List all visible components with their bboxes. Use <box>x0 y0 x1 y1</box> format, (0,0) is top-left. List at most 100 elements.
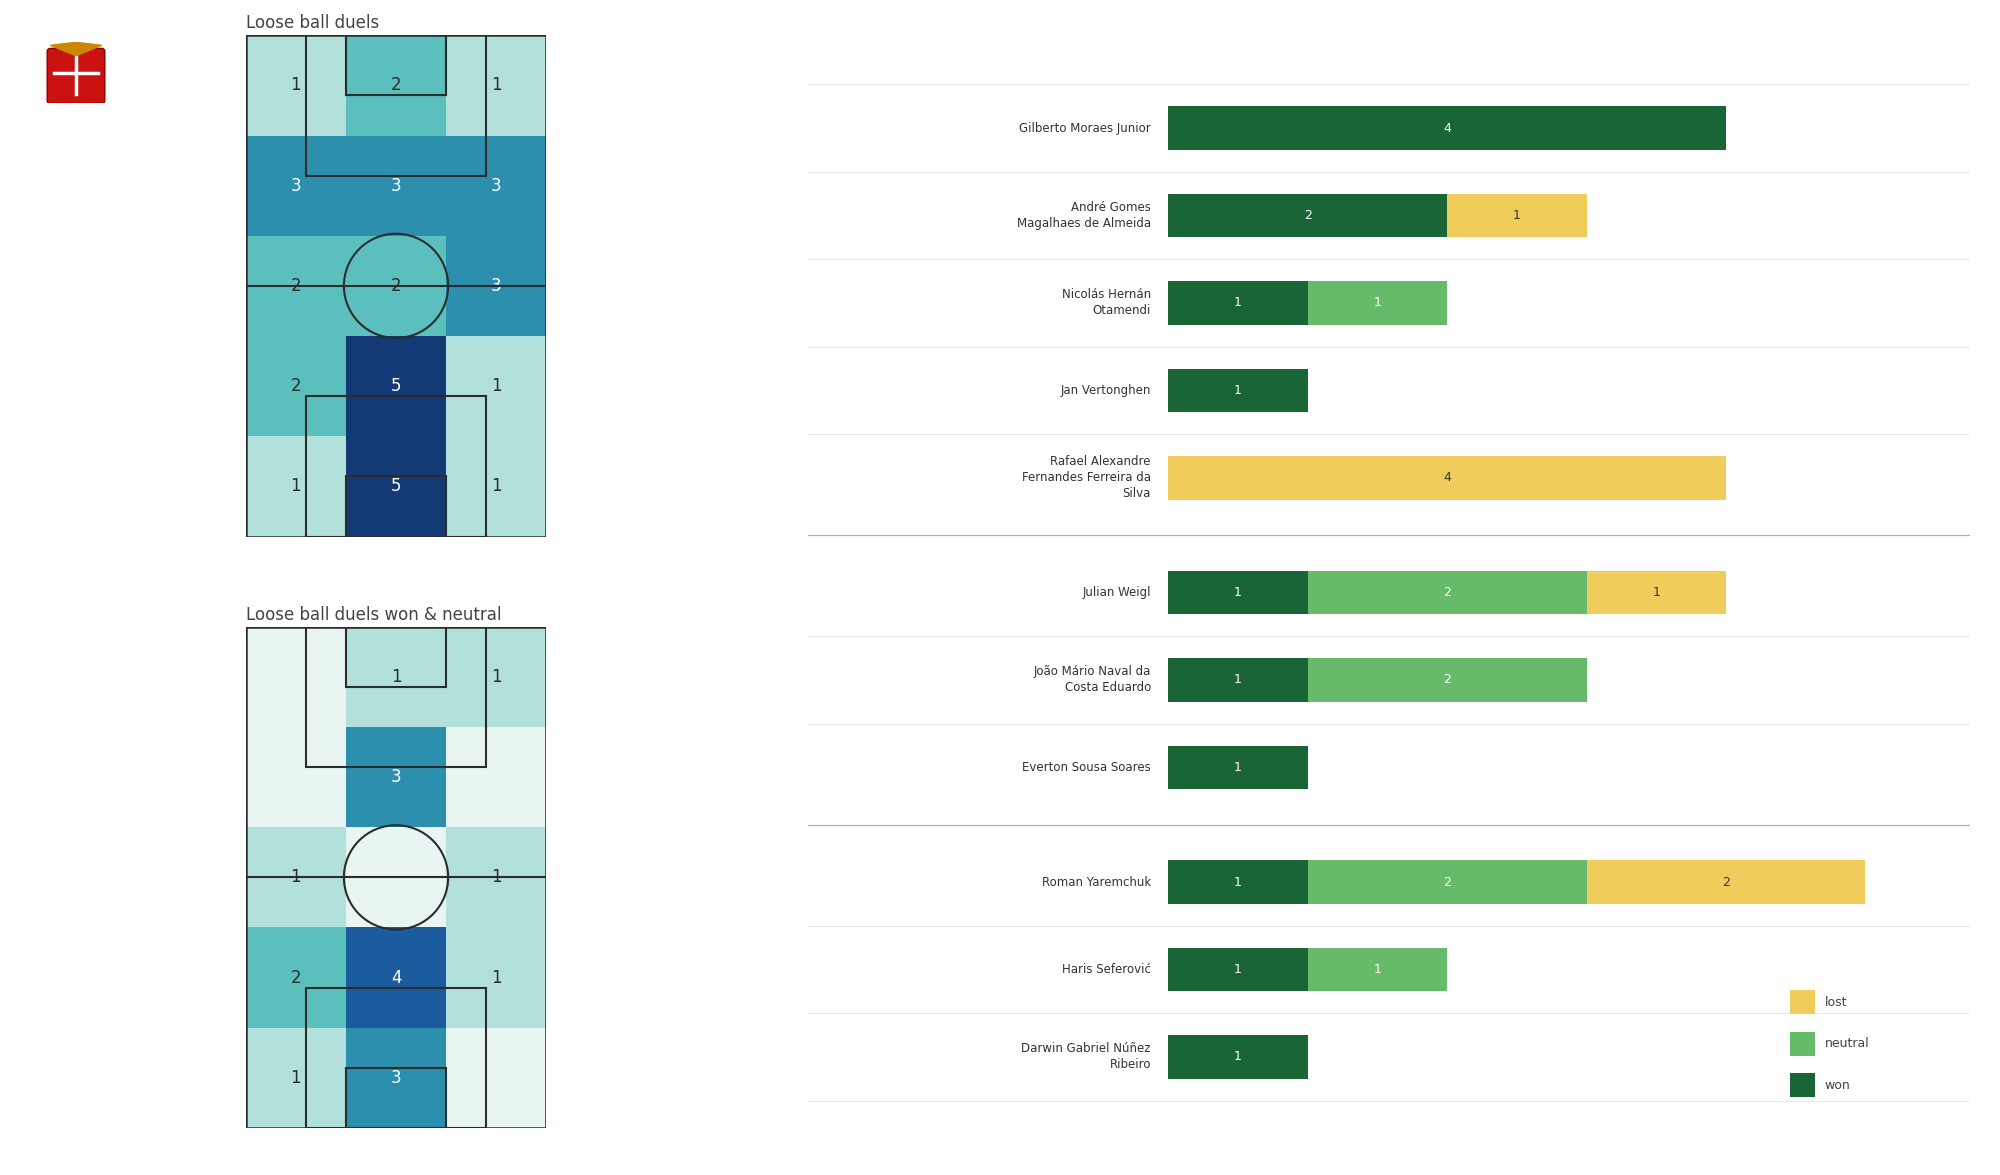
Bar <box>346 135 446 236</box>
Text: won: won <box>1824 1079 1850 1092</box>
Text: 3: 3 <box>290 176 302 195</box>
Text: 1: 1 <box>1234 384 1242 397</box>
Bar <box>1790 1032 1816 1056</box>
Bar <box>246 626 346 727</box>
Text: 2: 2 <box>390 76 402 94</box>
Text: neutral: neutral <box>1824 1038 1870 1050</box>
Bar <box>1168 948 1308 992</box>
Bar <box>446 1028 546 1128</box>
Text: 4: 4 <box>1444 471 1452 484</box>
Bar <box>346 236 446 336</box>
Text: 3: 3 <box>390 768 402 786</box>
Bar <box>1168 571 1308 615</box>
Text: 1: 1 <box>490 76 502 94</box>
Text: 1: 1 <box>1234 296 1242 309</box>
Bar <box>246 336 346 436</box>
Bar <box>1168 194 1448 237</box>
Text: 1: 1 <box>490 477 502 496</box>
Bar <box>1790 1074 1816 1097</box>
Text: 1: 1 <box>1234 673 1242 686</box>
Bar <box>346 1028 446 1128</box>
Text: 1: 1 <box>490 377 502 395</box>
Text: 2: 2 <box>1722 875 1730 888</box>
Text: 4: 4 <box>1444 122 1452 135</box>
Text: Julian Weigl: Julian Weigl <box>1082 586 1150 599</box>
Bar <box>346 927 446 1028</box>
Text: 2: 2 <box>390 277 402 295</box>
Bar <box>346 1068 446 1128</box>
Text: 5: 5 <box>390 477 402 496</box>
Text: 5: 5 <box>390 377 402 395</box>
Text: Jan Vertonghen: Jan Vertonghen <box>1060 384 1150 397</box>
Bar <box>446 436 546 537</box>
Bar <box>446 626 546 727</box>
Bar <box>1308 658 1586 701</box>
Bar <box>446 336 546 436</box>
Text: Everton Sousa Soares: Everton Sousa Soares <box>1022 761 1150 774</box>
Bar <box>1168 860 1308 904</box>
Text: 1: 1 <box>1512 209 1520 222</box>
Bar <box>246 236 346 336</box>
Bar <box>1308 860 1586 904</box>
Bar <box>1168 746 1308 790</box>
Text: 1: 1 <box>490 667 502 686</box>
Bar <box>1790 991 1816 1014</box>
Bar <box>1168 456 1726 499</box>
Text: 3: 3 <box>490 176 502 195</box>
Bar <box>346 35 446 135</box>
Text: 2: 2 <box>1304 209 1312 222</box>
Text: 1: 1 <box>1234 963 1242 976</box>
Bar <box>1308 571 1586 615</box>
Text: 1: 1 <box>1234 875 1242 888</box>
Bar <box>446 927 546 1028</box>
Text: João Mário Naval da
Costa Eduardo: João Mário Naval da Costa Eduardo <box>1034 665 1150 694</box>
Bar <box>346 476 446 537</box>
Bar <box>346 626 446 727</box>
Bar <box>346 727 446 827</box>
Text: André Gomes
Magalhaes de Almeida: André Gomes Magalhaes de Almeida <box>1016 201 1150 230</box>
Bar <box>1168 281 1308 324</box>
Text: 1: 1 <box>1234 1050 1242 1063</box>
Bar <box>1308 948 1448 992</box>
Text: 1: 1 <box>390 667 402 686</box>
Text: 1: 1 <box>290 1069 302 1087</box>
Bar <box>446 236 546 336</box>
Bar <box>346 336 446 436</box>
Text: 2: 2 <box>290 277 302 295</box>
Bar <box>1168 106 1726 150</box>
Text: 2: 2 <box>1444 875 1452 888</box>
Bar <box>1168 658 1308 701</box>
Text: lost: lost <box>1824 996 1848 1009</box>
Text: Rafael Alexandre
Fernandes Ferreira da
Silva: Rafael Alexandre Fernandes Ferreira da S… <box>1022 456 1150 501</box>
Bar <box>1308 281 1448 324</box>
Text: 3: 3 <box>490 277 502 295</box>
Text: 3: 3 <box>390 176 402 195</box>
Text: Loose ball duels won & neutral: Loose ball duels won & neutral <box>246 606 502 624</box>
Text: Roman Yaremchuk: Roman Yaremchuk <box>1042 875 1150 888</box>
Bar <box>246 727 346 827</box>
Text: Darwin Gabriel Núñez
Ribeiro: Darwin Gabriel Núñez Ribeiro <box>1022 1042 1150 1072</box>
Bar <box>306 626 486 767</box>
Bar <box>1168 1035 1308 1079</box>
Text: Nicolás Hernán
Otamendi: Nicolás Hernán Otamendi <box>1062 289 1150 317</box>
FancyBboxPatch shape <box>48 48 104 103</box>
Text: Loose ball duels: Loose ball duels <box>246 14 378 32</box>
Bar <box>306 988 486 1128</box>
Bar <box>306 396 486 537</box>
Bar <box>246 35 346 135</box>
Text: 2: 2 <box>1444 673 1452 686</box>
Text: 2: 2 <box>290 377 302 395</box>
Bar <box>346 827 446 927</box>
Bar <box>346 436 446 537</box>
Bar <box>346 626 446 687</box>
Text: 1: 1 <box>290 76 302 94</box>
Bar <box>1448 194 1586 237</box>
Text: 2: 2 <box>1444 586 1452 599</box>
Text: Gilberto Moraes Junior: Gilberto Moraes Junior <box>1020 122 1150 135</box>
Bar <box>246 1028 346 1128</box>
Text: 1: 1 <box>290 477 302 496</box>
Bar <box>446 827 546 927</box>
Text: 2: 2 <box>290 968 302 987</box>
Bar <box>446 35 546 135</box>
Bar <box>446 727 546 827</box>
